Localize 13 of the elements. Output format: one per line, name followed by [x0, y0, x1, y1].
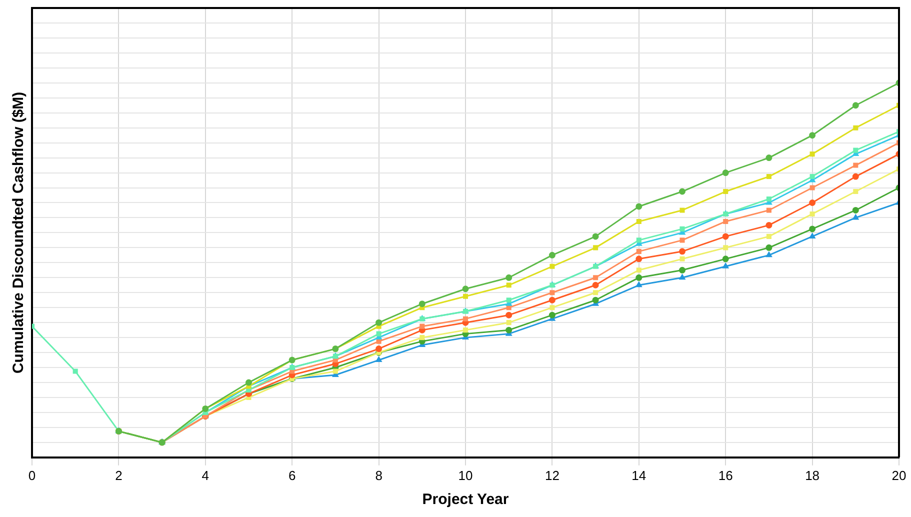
x-tick-label: 16: [718, 468, 733, 483]
x-axis-title: Project Year: [422, 491, 509, 508]
x-tick-label: 14: [632, 468, 646, 483]
x-tick-label: 4: [202, 468, 210, 483]
x-tick-label: 10: [458, 468, 473, 483]
x-tick-label: 6: [288, 468, 296, 483]
x-tick-label: 20: [892, 468, 906, 483]
x-tick-label: 2: [115, 468, 122, 483]
y-axis-title: Cumulative Discoundted Cashflow ($M): [10, 92, 28, 374]
x-tick-label: 18: [805, 468, 820, 483]
x-tick-label: 8: [375, 468, 382, 483]
x-tick-label: 12: [544, 468, 560, 483]
x-tick-label: 0: [28, 468, 36, 483]
